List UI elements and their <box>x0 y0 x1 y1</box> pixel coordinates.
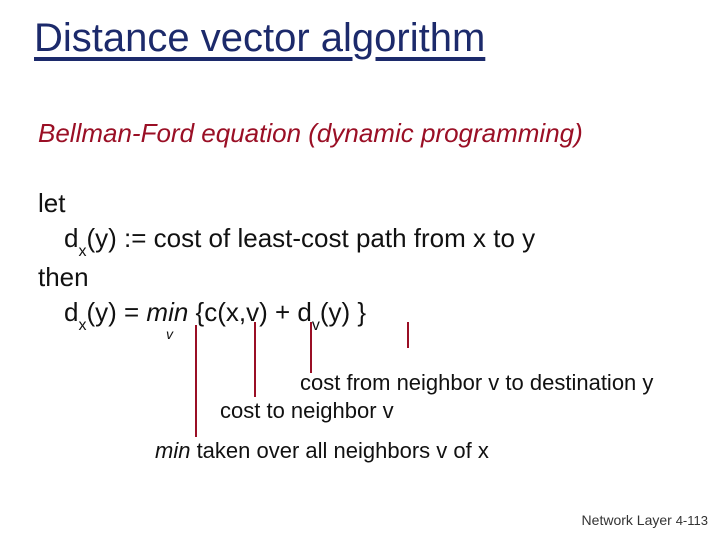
annotation-min-label: min taken over all neighbors v of x <box>155 438 489 464</box>
slide: Distance vector algorithm Bellman-Ford e… <box>0 0 720 540</box>
eq-d: d <box>64 297 78 327</box>
slide-subtitle: Bellman-Ford equation (dynamic programmi… <box>38 118 583 149</box>
footer-page: 4-113 <box>676 513 708 528</box>
annotation-min-word: min <box>155 438 190 463</box>
annotation-cost-v-to-y: cost from neighbor v to destination y <box>300 370 653 396</box>
annotation-min-rest: taken over all neighbors v of x <box>190 438 488 463</box>
body-text: let dx(y) := cost of least-cost path fro… <box>38 186 535 334</box>
line-then: then <box>38 260 535 295</box>
line-let: let <box>38 186 535 221</box>
line-def: dx(y) := cost of least-cost path from x … <box>64 221 535 260</box>
min-subscript-v: v <box>166 325 173 344</box>
def-d: d <box>64 223 78 253</box>
def-sub-x: x <box>78 243 86 260</box>
eq-sub-x: x <box>78 317 86 334</box>
annotation-cost-to-v: cost to neighbor v <box>220 398 394 424</box>
eq-min: min <box>146 297 188 327</box>
footer-label: Network Layer <box>582 512 672 528</box>
eq-mid1: (y) = <box>86 297 146 327</box>
eq-sub-v: v <box>312 317 320 334</box>
def-rest: (y) := cost of least-cost path from x to… <box>86 223 535 253</box>
eq-mid3: (y) } <box>320 297 366 327</box>
slide-title: Distance vector algorithm <box>34 16 485 61</box>
eq-mid2: {c(x,v) + d <box>188 297 312 327</box>
footer: Network Layer 4-113 <box>582 512 708 528</box>
line-eq: dx(y) = min {c(x,v) + dv(y) } v <box>64 295 535 334</box>
